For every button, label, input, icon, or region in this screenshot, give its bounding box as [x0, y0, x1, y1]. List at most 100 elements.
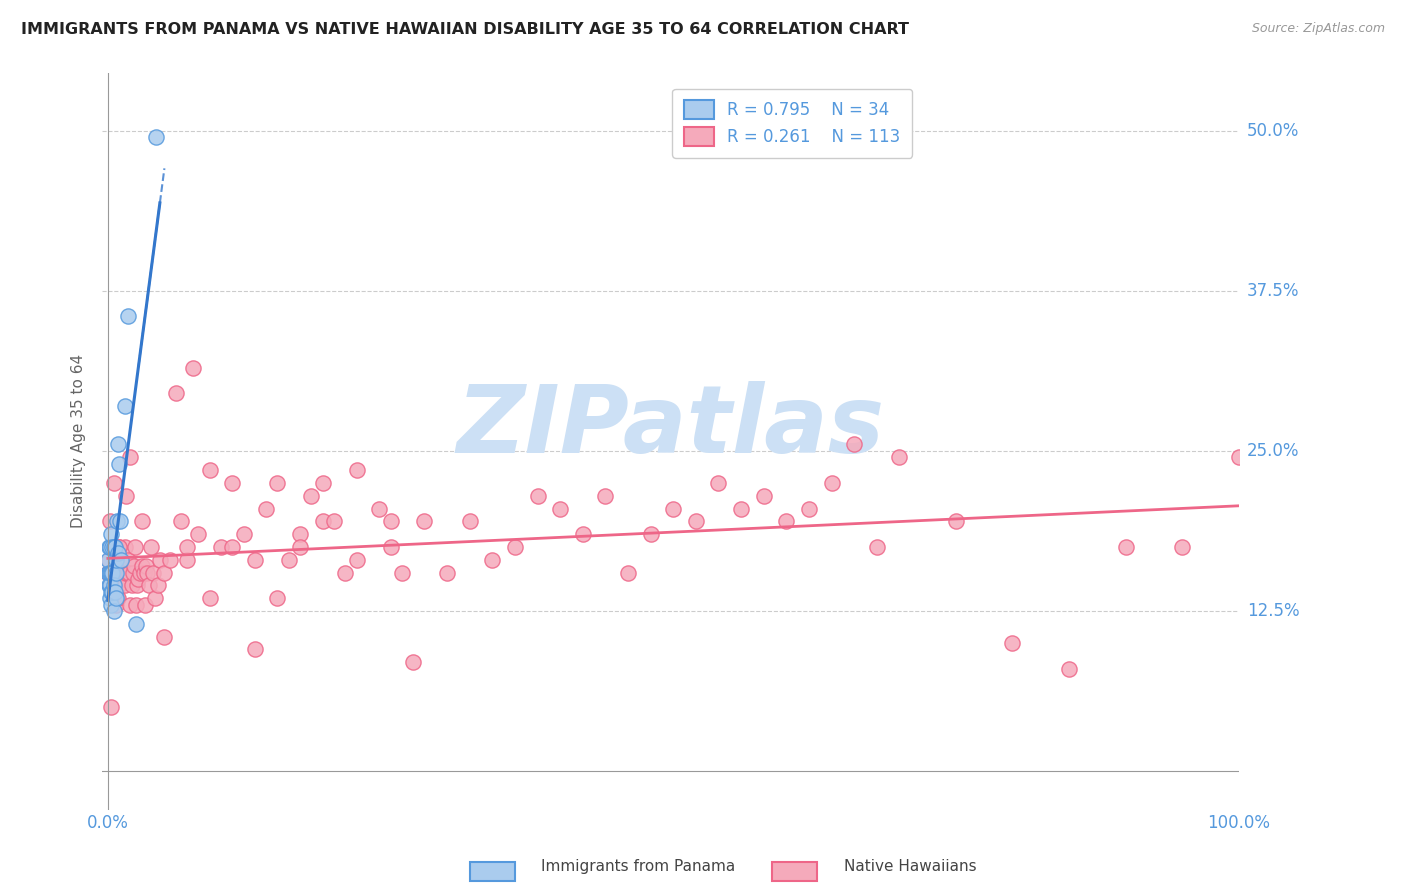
Point [775, 514, 797, 528]
Point [198, 591, 221, 606]
Point [131, 559, 153, 574]
Point [143, 591, 166, 606]
Point [97, 553, 120, 567]
Point [402, 655, 425, 669]
Point [114, 540, 136, 554]
Point [1115, 540, 1137, 554]
Point [436, 566, 458, 580]
Y-axis label: Disability Age 35 to 64: Disability Age 35 to 64 [72, 354, 86, 528]
Point [118, 566, 141, 580]
Point [176, 540, 198, 554]
Point [707, 475, 730, 490]
Point [101, 540, 124, 554]
Point [889, 450, 911, 465]
Point [153, 566, 176, 580]
Point [108, 540, 131, 554]
Point [117, 310, 139, 324]
Point [458, 514, 481, 528]
Point [243, 553, 266, 567]
Point [323, 514, 346, 528]
Point [98, 591, 121, 606]
Point [142, 566, 165, 580]
Point [149, 553, 172, 567]
Point [730, 501, 752, 516]
Point [107, 437, 129, 451]
Point [107, 546, 129, 560]
Point [120, 450, 142, 465]
Point [98, 578, 121, 592]
Point [98, 540, 121, 554]
Point [108, 457, 131, 471]
Point [120, 598, 142, 612]
Point [181, 360, 204, 375]
Point [481, 553, 503, 567]
Point [595, 489, 617, 503]
Point [685, 514, 707, 528]
Point [752, 489, 775, 503]
Point [107, 591, 129, 606]
Point [114, 399, 136, 413]
Point [98, 566, 121, 580]
Point [105, 514, 128, 528]
Point [165, 386, 187, 401]
Text: IMMIGRANTS FROM PANAMA VS NATIVE HAWAIIAN DISABILITY AGE 35 TO 64 CORRELATION CH: IMMIGRANTS FROM PANAMA VS NATIVE HAWAIIA… [21, 22, 910, 37]
Point [243, 642, 266, 657]
Text: 50.0%: 50.0% [1247, 121, 1299, 140]
Point [572, 527, 595, 541]
Point [139, 540, 162, 554]
Point [866, 540, 889, 554]
Point [176, 553, 198, 567]
Point [103, 578, 125, 592]
Point [103, 475, 125, 490]
Point [146, 578, 169, 592]
Point [820, 475, 842, 490]
Text: 37.5%: 37.5% [1247, 282, 1299, 300]
Point [368, 501, 391, 516]
Point [101, 566, 124, 580]
Point [170, 514, 193, 528]
Point [101, 584, 124, 599]
Point [127, 578, 149, 592]
Point [98, 578, 121, 592]
Point [312, 514, 335, 528]
Point [124, 540, 146, 554]
Point [1227, 450, 1250, 465]
Point [110, 566, 132, 580]
Point [277, 553, 299, 567]
Point [104, 540, 127, 554]
Point [346, 463, 368, 477]
Point [1001, 636, 1024, 650]
Point [103, 540, 125, 554]
Point [98, 540, 121, 554]
Point [127, 572, 149, 586]
FancyBboxPatch shape [772, 862, 817, 881]
Point [391, 566, 413, 580]
Point [125, 616, 148, 631]
Point [97, 566, 120, 580]
Text: Source: ZipAtlas.com: Source: ZipAtlas.com [1251, 22, 1385, 36]
Point [138, 578, 160, 592]
Point [797, 501, 820, 516]
Point [145, 130, 167, 145]
Point [98, 566, 121, 580]
Point [104, 553, 127, 567]
Point [844, 437, 866, 451]
Point [503, 540, 526, 554]
Point [97, 566, 120, 580]
Point [100, 566, 122, 580]
Point [335, 566, 357, 580]
Point [1171, 540, 1194, 554]
Point [136, 566, 159, 580]
Point [114, 578, 136, 592]
Text: Immigrants from Panama: Immigrants from Panama [541, 859, 735, 873]
Point [125, 598, 148, 612]
Point [640, 527, 662, 541]
Point [100, 598, 122, 612]
Point [104, 598, 127, 612]
Point [380, 514, 402, 528]
Point [100, 700, 122, 714]
Point [198, 463, 221, 477]
Point [117, 553, 139, 567]
Point [98, 514, 121, 528]
Text: Native Hawaiians: Native Hawaiians [844, 859, 976, 873]
